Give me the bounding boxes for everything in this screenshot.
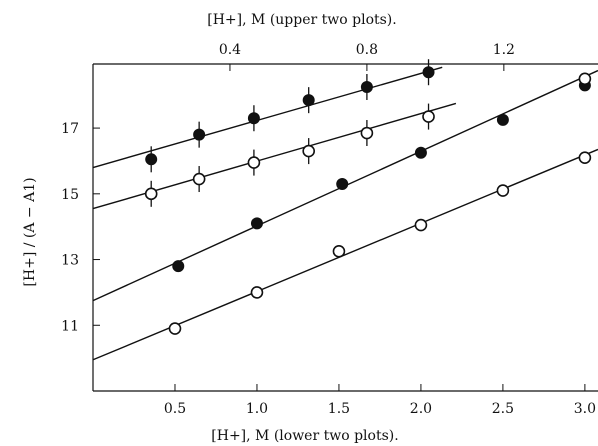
open-data-point <box>194 174 205 185</box>
open-data-point <box>579 152 590 163</box>
filled-data-point <box>173 261 184 272</box>
filled-data-point <box>361 82 372 93</box>
filled-data-point <box>423 67 434 78</box>
open-data-point <box>415 220 426 231</box>
ticks: 0.5 1.0 1.5 2.0 2.5 3.0 0.4 0.8 1.2 11 13 15 17 <box>61 42 596 417</box>
open-data-point <box>169 323 180 334</box>
bottom-tick-label: 0.5 <box>164 401 186 417</box>
bottom-tick-label: 2.0 <box>410 401 432 417</box>
filled-data-point <box>337 178 348 189</box>
filled-data-point <box>146 154 157 165</box>
filled-data-point <box>248 113 259 124</box>
data-points <box>146 67 591 334</box>
axes <box>93 64 598 391</box>
open-data-point <box>497 185 508 196</box>
open-data-point <box>361 128 372 139</box>
y-axis-title: [H+] / (A − A1) <box>22 177 38 286</box>
bottom-tick-label: 2.5 <box>492 401 514 417</box>
open-data-point <box>251 287 262 298</box>
fit-line <box>93 67 442 167</box>
top-tick-label: 0.4 <box>219 42 241 58</box>
top-axis-title: [H+], M (upper two plots). <box>207 12 396 28</box>
open-data-point <box>579 73 590 84</box>
open-data-point <box>248 157 259 168</box>
y-tick-label: 13 <box>61 253 79 269</box>
bottom-tick-label: 1.5 <box>328 401 350 417</box>
y-tick-label: 15 <box>61 187 79 203</box>
filled-data-point <box>194 129 205 140</box>
open-data-point <box>333 246 344 257</box>
filled-data-point <box>303 95 314 106</box>
filled-data-point <box>415 147 426 158</box>
filled-data-point <box>251 218 262 229</box>
axis-titles: [H+], M (upper two plots). [H+], M (lower… <box>22 12 399 444</box>
fit-lines <box>93 67 598 359</box>
y-tick-label: 11 <box>61 318 79 334</box>
top-tick-label: 0.8 <box>356 42 378 58</box>
open-data-point <box>303 146 314 157</box>
y-tick-label: 17 <box>61 121 79 137</box>
open-data-point <box>423 111 434 122</box>
bottom-axis-title: [H+], M (lower two plots). <box>211 428 398 444</box>
filled-data-point <box>497 114 508 125</box>
error-bars <box>151 59 428 207</box>
open-data-point <box>146 188 157 199</box>
top-tick-label: 1.2 <box>493 42 515 58</box>
bottom-tick-label: 3.0 <box>574 401 596 417</box>
bottom-tick-label: 1.0 <box>246 401 268 417</box>
